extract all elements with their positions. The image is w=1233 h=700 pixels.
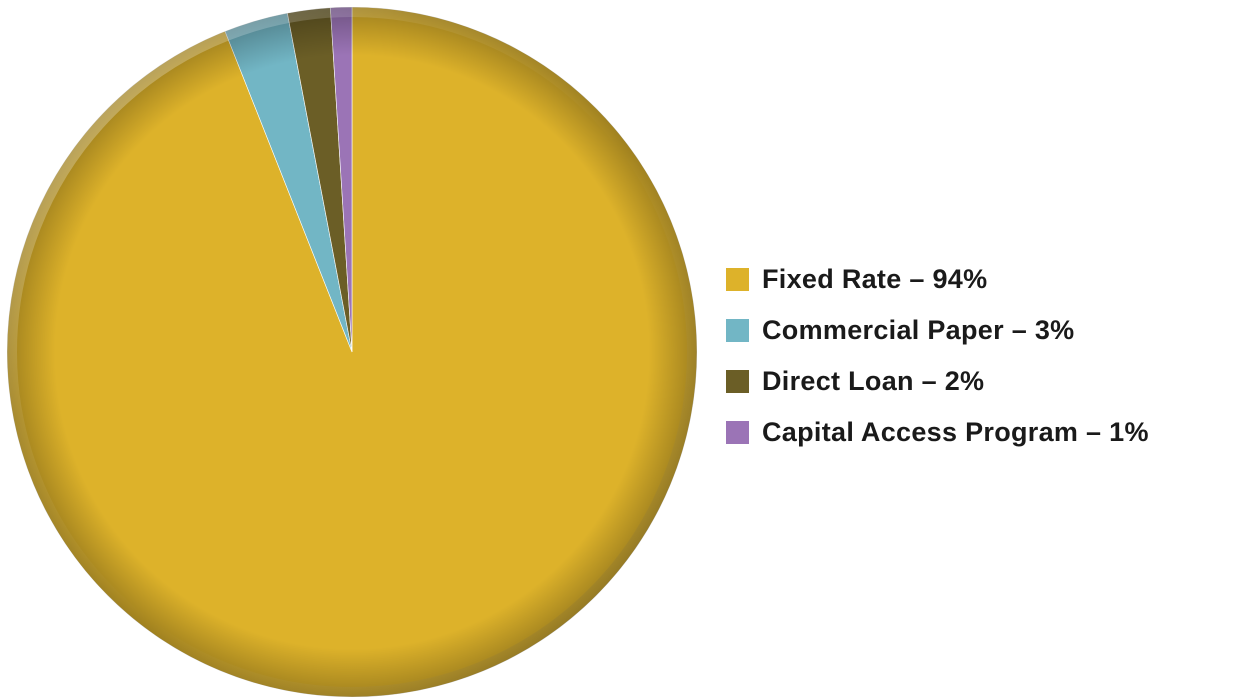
legend-swatch-direct-loan [726, 370, 749, 393]
legend-label-direct-loan: Direct Loan – 2% [762, 366, 985, 396]
legend-swatch-commercial-paper [726, 319, 749, 342]
chart-legend: Fixed Rate – 94% Commercial Paper – 3% D… [726, 263, 1226, 467]
legend-item-fixed-rate: Fixed Rate – 94% [726, 263, 1226, 296]
legend-label-commercial-paper: Commercial Paper – 3% [762, 315, 1075, 345]
legend-item-capital-access-program: Capital Access Program – 1% [726, 416, 1226, 449]
legend-label-fixed-rate: Fixed Rate – 94% [762, 264, 988, 294]
legend-item-commercial-paper: Commercial Paper – 3% [726, 314, 1226, 347]
pie-chart [6, 6, 698, 698]
legend-item-direct-loan: Direct Loan – 2% [726, 365, 1226, 398]
legend-swatch-capital-access-program [726, 421, 749, 444]
pie-rim-shading [7, 7, 697, 697]
pie-rim-gloss [7, 7, 697, 697]
legend-swatch-fixed-rate [726, 268, 749, 291]
legend-label-capital-access-program: Capital Access Program – 1% [762, 417, 1149, 447]
